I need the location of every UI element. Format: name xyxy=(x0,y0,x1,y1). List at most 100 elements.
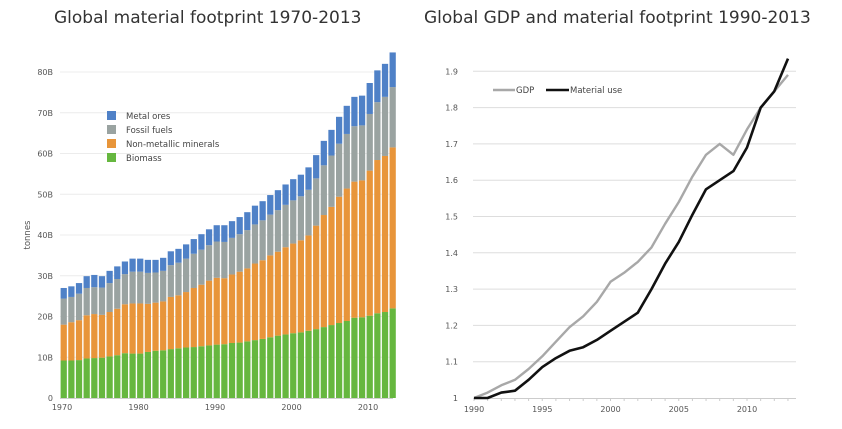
bar-segment-fossil-fuels xyxy=(305,189,312,236)
bar-segment-fossil-fuels xyxy=(91,287,98,315)
legend-swatch xyxy=(107,153,116,162)
bar-segment-metal-ores xyxy=(274,190,282,211)
bar-segment-non-metallic-minerals xyxy=(60,324,67,361)
y-tick-label: 70B xyxy=(37,109,53,118)
y-tick-label: 1.6 xyxy=(445,176,458,185)
x-tick-label: 2010 xyxy=(737,405,757,414)
x-tick-label: 1970 xyxy=(52,403,72,412)
legend-label: Non-metallic minerals xyxy=(126,140,220,150)
bar-segment-fossil-fuels xyxy=(351,126,358,182)
y-tick-label: 1.8 xyxy=(445,104,458,113)
bar-segment-fossil-fuels xyxy=(75,293,83,321)
bar-segment-non-metallic-minerals xyxy=(175,295,182,349)
bar-segment-biomass xyxy=(236,342,243,398)
bar-segment-fossil-fuels xyxy=(313,178,320,226)
bar-segment-fossil-fuels xyxy=(144,272,151,304)
bar-segment-non-metallic-minerals xyxy=(236,271,243,343)
bar-segment-metal-ores xyxy=(328,129,335,156)
bar-segment-biomass xyxy=(167,349,174,398)
bar-segment-non-metallic-minerals xyxy=(336,196,343,324)
bar-segment-non-metallic-minerals xyxy=(205,280,213,346)
bar-segment-fossil-fuels xyxy=(183,258,190,293)
bar-segment-biomass xyxy=(351,317,358,398)
bar-segment-fossil-fuels xyxy=(374,102,381,161)
bar-segment-biomass xyxy=(336,323,343,398)
bar-segment-non-metallic-minerals xyxy=(389,147,396,309)
bar-segment-non-metallic-minerals xyxy=(328,206,335,326)
y-tick-label: 1.3 xyxy=(445,285,458,294)
y-tick-label: 60B xyxy=(37,150,53,159)
bar-segment-non-metallic-minerals xyxy=(381,155,389,313)
y-axis-label: tonnes xyxy=(23,220,33,250)
bar-segment-biomass xyxy=(297,332,304,398)
bar-segment-fossil-fuels xyxy=(244,230,251,269)
bar-segment-biomass xyxy=(221,344,228,398)
bar-segment-biomass xyxy=(144,351,151,398)
bar-segment-biomass xyxy=(114,355,121,398)
bar-segment-non-metallic-minerals xyxy=(129,303,136,354)
bar-segment-biomass xyxy=(259,338,266,398)
bar-segment-fossil-fuels xyxy=(114,279,121,309)
y-tick-label: 20B xyxy=(37,313,53,322)
bar-segment-fossil-fuels xyxy=(121,274,129,305)
legend-label: Biomass xyxy=(126,154,162,164)
bar-segment-fossil-fuels xyxy=(343,133,350,189)
bar-segment-biomass xyxy=(160,350,167,398)
legend-swatch xyxy=(107,111,116,120)
bar-segment-biomass xyxy=(183,347,190,398)
legend-label: GDP xyxy=(516,86,534,96)
bar-segment-non-metallic-minerals xyxy=(259,260,266,339)
bar-segment-non-metallic-minerals xyxy=(183,292,190,348)
bar-segment-biomass xyxy=(358,317,366,398)
bar-segment-biomass xyxy=(389,308,396,398)
bar-segment-metal-ores xyxy=(175,248,182,263)
bar-segment-fossil-fuels xyxy=(129,271,136,304)
bar-segment-biomass xyxy=(343,320,350,398)
legend-label: Material use xyxy=(570,86,622,96)
bar-segment-metal-ores xyxy=(60,287,67,299)
x-tick-label: 2005 xyxy=(669,405,689,414)
bar-segment-biomass xyxy=(175,348,182,398)
y-tick-label: 1.5 xyxy=(445,213,458,222)
bar-segment-fossil-fuels xyxy=(297,196,304,241)
bar-segment-metal-ores xyxy=(336,116,343,144)
bar-segment-metal-ores xyxy=(167,251,174,266)
bar-segment-biomass xyxy=(290,333,297,398)
bar-segment-fossil-fuels xyxy=(137,271,144,304)
bar-segment-biomass xyxy=(244,341,251,398)
bar-segment-non-metallic-minerals xyxy=(274,251,282,336)
legend-swatch xyxy=(107,139,116,148)
bar-segment-biomass xyxy=(305,330,312,398)
bar-segment-metal-ores xyxy=(320,140,327,166)
bar-segment-biomass xyxy=(381,312,389,398)
bar-segment-metal-ores xyxy=(297,174,304,197)
bar-segment-biomass xyxy=(137,353,144,398)
bar-segment-non-metallic-minerals xyxy=(358,180,366,318)
y-tick-label: 1 xyxy=(453,394,458,403)
bar-segment-fossil-fuels xyxy=(98,287,106,315)
bar-segment-fossil-fuels xyxy=(152,272,159,303)
bar-segment-biomass xyxy=(213,344,220,398)
y-tick-label: 1.7 xyxy=(445,140,458,149)
bar-segment-fossil-fuels xyxy=(320,165,327,216)
bar-segment-biomass xyxy=(366,315,373,398)
y-tick-label: 80B xyxy=(37,68,53,77)
gdp-material-line-chart: 1 1.1 1.2 1.3 1.4 1.5 1.6 1.7 1.8 1.9 1990 1995 2000… xyxy=(445,58,796,414)
bar-segment-non-metallic-minerals xyxy=(228,274,236,343)
bar-segment-biomass xyxy=(274,335,282,398)
bar-segment-fossil-fuels xyxy=(83,287,90,316)
bar-segment-biomass xyxy=(282,334,289,398)
legend: GDP Material use xyxy=(493,86,622,96)
bar-segment-metal-ores xyxy=(198,234,205,250)
bar-segment-metal-ores xyxy=(152,259,159,273)
bar-segment-metal-ores xyxy=(389,52,396,88)
bar-segment-metal-ores xyxy=(374,70,381,103)
bar-segment-biomass xyxy=(60,360,67,398)
bar-segment-metal-ores xyxy=(129,258,136,272)
bar-segment-non-metallic-minerals xyxy=(221,278,228,345)
bar-segment-non-metallic-minerals xyxy=(98,314,106,358)
bar-segment-fossil-fuels xyxy=(381,96,389,156)
bar-segment-metal-ores xyxy=(68,286,75,297)
x-tick-label: 1990 xyxy=(464,405,484,414)
bar-segment-non-metallic-minerals xyxy=(282,247,289,335)
